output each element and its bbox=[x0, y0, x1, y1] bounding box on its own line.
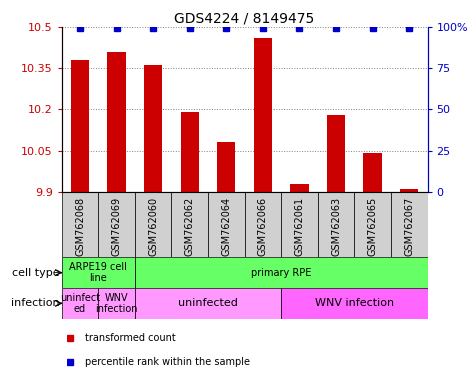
Text: GSM762063: GSM762063 bbox=[331, 197, 341, 257]
Bar bbox=[62, 288, 98, 319]
Bar bbox=[363, 154, 382, 192]
Text: WNV
infection: WNV infection bbox=[95, 293, 138, 314]
Bar bbox=[318, 192, 354, 257]
Bar bbox=[354, 192, 391, 257]
Bar bbox=[144, 65, 162, 192]
Bar bbox=[107, 51, 126, 192]
Bar bbox=[281, 288, 428, 319]
Text: primary RPE: primary RPE bbox=[251, 268, 312, 278]
Bar bbox=[180, 112, 199, 192]
Bar bbox=[98, 192, 135, 257]
Text: GSM762068: GSM762068 bbox=[75, 197, 85, 257]
Text: GSM762062: GSM762062 bbox=[185, 197, 195, 257]
Text: infection: infection bbox=[11, 298, 60, 308]
Text: GSM762060: GSM762060 bbox=[148, 197, 158, 257]
Bar bbox=[245, 192, 281, 257]
Bar bbox=[135, 257, 428, 288]
Bar bbox=[98, 288, 135, 319]
Text: cell type: cell type bbox=[12, 268, 60, 278]
Bar bbox=[254, 38, 272, 192]
Text: uninfected: uninfected bbox=[178, 298, 238, 308]
Text: GSM762066: GSM762066 bbox=[258, 197, 268, 257]
Bar bbox=[391, 192, 428, 257]
Text: GSM762065: GSM762065 bbox=[368, 197, 378, 257]
Text: GSM762064: GSM762064 bbox=[221, 197, 231, 257]
Bar bbox=[135, 288, 281, 319]
Text: percentile rank within the sample: percentile rank within the sample bbox=[85, 358, 250, 367]
Bar bbox=[71, 60, 89, 192]
Text: uninfect
ed: uninfect ed bbox=[60, 293, 100, 314]
Bar bbox=[327, 115, 345, 192]
Text: GSM762067: GSM762067 bbox=[404, 197, 414, 257]
Text: WNV infection: WNV infection bbox=[315, 298, 394, 308]
Text: ARPE19 cell
line: ARPE19 cell line bbox=[69, 262, 127, 283]
Bar bbox=[62, 257, 135, 288]
Bar bbox=[290, 184, 309, 192]
Bar bbox=[217, 142, 236, 192]
Bar bbox=[208, 192, 245, 257]
Text: GSM762069: GSM762069 bbox=[112, 197, 122, 257]
Bar bbox=[135, 192, 171, 257]
Bar bbox=[281, 192, 318, 257]
Bar bbox=[171, 192, 208, 257]
Bar bbox=[400, 189, 418, 192]
Text: transformed count: transformed count bbox=[85, 333, 176, 343]
Text: GSM762061: GSM762061 bbox=[294, 197, 304, 257]
Bar bbox=[62, 192, 98, 257]
Title: GDS4224 / 8149475: GDS4224 / 8149475 bbox=[174, 12, 315, 26]
